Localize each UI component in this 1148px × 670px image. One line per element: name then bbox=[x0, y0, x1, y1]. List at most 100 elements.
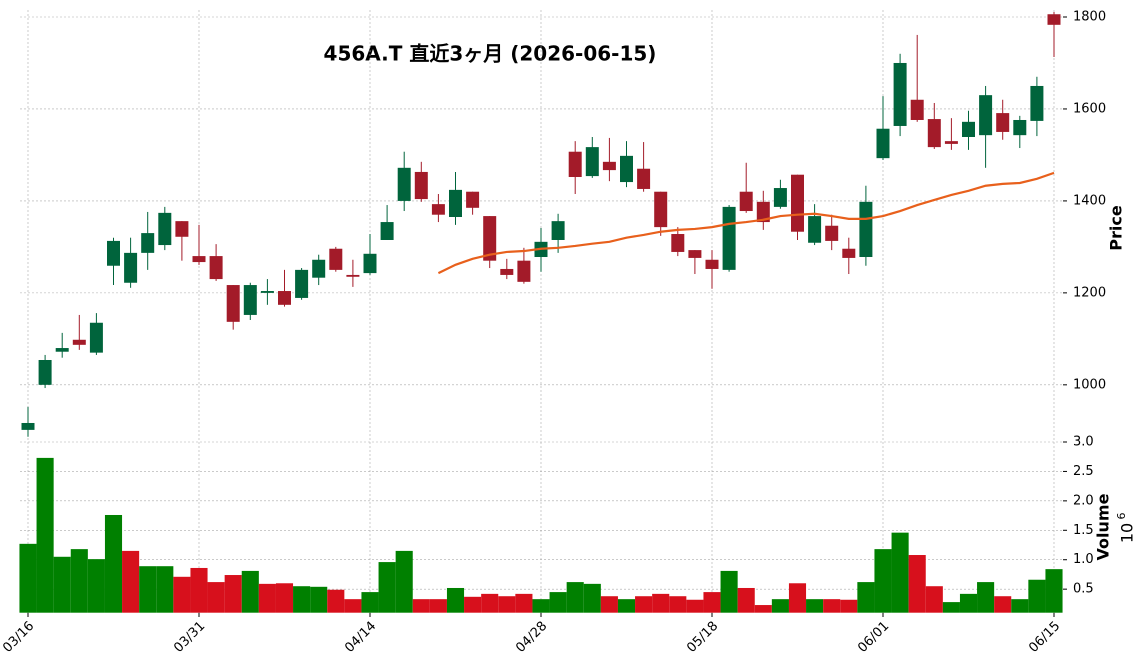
volume-bar bbox=[669, 596, 687, 613]
x-tick-label: 05/18 bbox=[684, 619, 721, 656]
volume-bar bbox=[412, 599, 430, 613]
volume-bar bbox=[840, 599, 858, 613]
volume-bar bbox=[874, 549, 892, 613]
volume-bar bbox=[122, 550, 140, 613]
candle-body bbox=[312, 259, 326, 278]
candle-body bbox=[773, 188, 787, 207]
x-tick-label: 03/31 bbox=[171, 619, 208, 656]
candle-body bbox=[260, 291, 274, 293]
candle-body bbox=[944, 141, 958, 144]
volume-bar bbox=[635, 596, 653, 613]
volume-bar bbox=[498, 596, 516, 613]
volume-bar bbox=[327, 589, 345, 613]
candle-body bbox=[346, 274, 360, 277]
candle-body bbox=[688, 250, 702, 258]
candle-body bbox=[243, 285, 257, 315]
candle-body bbox=[175, 221, 189, 237]
candle-body bbox=[1030, 85, 1044, 121]
candle-body bbox=[654, 191, 668, 228]
candle-body bbox=[72, 339, 86, 345]
candle-body bbox=[55, 348, 69, 352]
candle-body bbox=[739, 191, 753, 212]
candle-body bbox=[620, 155, 633, 183]
candle-body bbox=[295, 269, 309, 298]
candle-body bbox=[602, 161, 616, 171]
volume-bar bbox=[566, 582, 584, 613]
x-tick-label: 06/01 bbox=[855, 619, 892, 656]
volume-bar bbox=[70, 549, 88, 613]
candle-body bbox=[927, 119, 941, 148]
x-tick-label: 06/15 bbox=[1026, 619, 1063, 656]
candle-body bbox=[551, 221, 565, 240]
candle-body bbox=[1013, 119, 1027, 136]
candle-body bbox=[124, 252, 138, 283]
y-tick-label: 1600 bbox=[1073, 101, 1106, 116]
candle-body bbox=[1047, 14, 1061, 25]
volume-bar bbox=[942, 602, 960, 613]
volume-bar bbox=[788, 583, 807, 613]
candle-body bbox=[671, 234, 685, 252]
candle-body bbox=[380, 222, 394, 240]
volume-bar bbox=[857, 582, 875, 613]
candle-body bbox=[876, 128, 890, 159]
candle-body bbox=[568, 151, 582, 178]
candle-body bbox=[209, 256, 223, 280]
y-axis-label: Volume bbox=[1094, 493, 1113, 560]
candle-body bbox=[756, 201, 770, 223]
volume-bar bbox=[19, 543, 37, 613]
volume-bar bbox=[823, 599, 841, 613]
candle-body bbox=[500, 268, 514, 275]
y-tick-label: 1200 bbox=[1073, 285, 1106, 300]
volume-bar bbox=[446, 587, 465, 613]
candle-body bbox=[722, 206, 736, 270]
volume-bar bbox=[891, 532, 909, 613]
volume-bar bbox=[87, 559, 105, 613]
candle-body bbox=[808, 216, 822, 243]
candle-body bbox=[979, 95, 993, 136]
y-tick-label: 0.5 bbox=[1073, 582, 1094, 597]
volume-bar bbox=[617, 599, 636, 613]
volume-bar bbox=[925, 586, 943, 613]
volume-bar bbox=[224, 575, 242, 613]
chart-title: 456A.T 直近3ヶ月 (2026-06-15) bbox=[324, 42, 657, 66]
candle-body bbox=[893, 62, 907, 126]
volume-bar bbox=[515, 593, 533, 613]
candle-body bbox=[329, 248, 343, 270]
volume-bar bbox=[532, 599, 550, 613]
volume-bar bbox=[429, 599, 447, 613]
candle-body bbox=[278, 291, 291, 305]
x-tick-label: 04/28 bbox=[513, 619, 550, 656]
x-tick-label: 04/14 bbox=[342, 619, 379, 656]
candle-body bbox=[89, 322, 103, 353]
candle-body bbox=[962, 121, 975, 138]
candle-body bbox=[842, 248, 856, 258]
candle-body bbox=[466, 191, 480, 208]
y-tick-label: 1.0 bbox=[1073, 552, 1094, 567]
candle-body bbox=[192, 256, 206, 263]
candle-body bbox=[21, 422, 35, 430]
volume-bar bbox=[1028, 579, 1046, 613]
volume-bar bbox=[139, 566, 157, 613]
y-tick-label: 1800 bbox=[1073, 9, 1106, 24]
y-tick-label: 2.0 bbox=[1073, 493, 1094, 508]
volume-bar bbox=[207, 582, 225, 613]
candle-body bbox=[517, 260, 531, 282]
candle-body bbox=[141, 233, 155, 253]
volume-bar bbox=[395, 550, 413, 613]
volume-bar bbox=[703, 592, 721, 613]
volume-bar bbox=[771, 599, 789, 613]
volume-bar bbox=[994, 596, 1012, 613]
volume-bar bbox=[481, 593, 499, 613]
volume-bar bbox=[258, 583, 276, 613]
candle-body bbox=[397, 167, 411, 201]
volume-bar bbox=[53, 556, 71, 613]
y-tick-label: 1000 bbox=[1073, 377, 1106, 392]
candle-body bbox=[107, 240, 120, 266]
volume-bar bbox=[275, 583, 294, 613]
volume-bar bbox=[737, 587, 755, 613]
candle-body bbox=[363, 253, 377, 274]
candle-body bbox=[38, 359, 52, 385]
candle-body bbox=[910, 99, 924, 120]
scale-exponent: 6 bbox=[1115, 513, 1128, 520]
y-tick-label: 1400 bbox=[1073, 193, 1106, 208]
